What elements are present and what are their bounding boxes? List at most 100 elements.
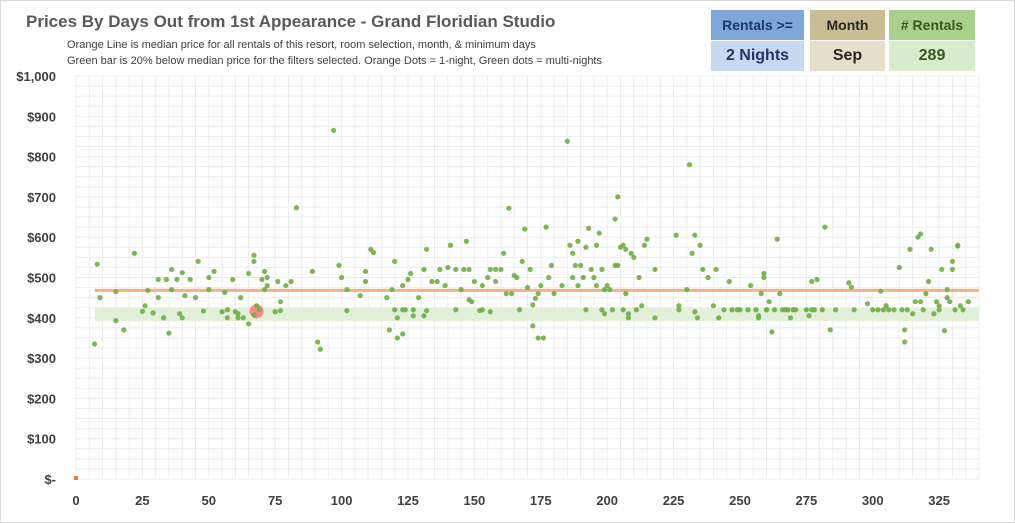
multi-night-point: [176, 311, 183, 317]
multi-night-point: [769, 329, 775, 335]
multi-night-point: [870, 307, 876, 313]
y-tick-label: $200: [27, 391, 56, 406]
multi-night-point: [803, 307, 809, 313]
multi-night-point: [623, 246, 629, 252]
multi-night-point: [902, 339, 908, 345]
multi-night-point: [516, 307, 523, 313]
multi-night-point: [139, 308, 145, 314]
chart-subtitle-line1: Orange Line is median price for all rent…: [67, 39, 536, 51]
multi-night-point: [763, 307, 770, 313]
y-tick-label: $900: [27, 109, 56, 124]
multi-night-point: [585, 225, 592, 231]
multi-night-point: [593, 282, 600, 289]
multi-night-point: [145, 287, 151, 293]
month-filter-value[interactable]: Sep: [810, 41, 885, 71]
rentals-filter-label: Rentals >=: [711, 10, 804, 40]
multi-night-point: [394, 315, 400, 321]
multi-night-point: [169, 266, 175, 273]
multi-night-point: [461, 266, 467, 273]
x-tick-label: 275: [796, 493, 818, 508]
multi-night-point: [315, 339, 321, 345]
multi-night-point: [745, 307, 751, 313]
month-filter-label: Month: [810, 10, 885, 40]
rental-count-box: # Rentals 289: [889, 10, 975, 71]
multi-night-point: [519, 258, 525, 264]
multi-night-point: [583, 244, 589, 250]
multi-night-point: [493, 266, 499, 273]
multi-night-point: [777, 291, 783, 297]
multi-night-point: [206, 274, 212, 281]
multi-night-point: [187, 276, 193, 283]
multi-night-point: [463, 238, 470, 244]
multi-night-point: [697, 242, 703, 248]
multi-night-point: [400, 331, 406, 337]
multi-night-point: [583, 307, 589, 313]
multi-night-point: [261, 268, 268, 275]
multi-night-point: [601, 286, 608, 293]
rentals-filter-value[interactable]: 2 Nights: [711, 41, 804, 71]
multi-night-point: [944, 295, 950, 301]
multi-night-point: [694, 315, 701, 321]
x-tick-label: 25: [135, 493, 149, 508]
x-tick-label: 75: [268, 493, 282, 508]
multi-night-point: [737, 307, 743, 313]
multi-night-point: [575, 238, 581, 244]
multi-night-point: [211, 268, 217, 275]
multi-night-point: [392, 307, 398, 313]
multi-night-point: [487, 309, 493, 315]
month-filter[interactable]: Month Sep: [810, 10, 885, 71]
multi-night-point: [726, 278, 732, 285]
multi-night-point: [641, 242, 647, 248]
multi-night-point: [689, 250, 695, 256]
multi-night-point: [907, 246, 913, 252]
multi-night-point: [469, 299, 475, 305]
multi-night-point: [761, 274, 767, 281]
multi-night-point: [161, 315, 167, 321]
multi-night-point: [389, 286, 395, 293]
multi-night-point: [787, 315, 794, 321]
multi-night-point: [620, 307, 626, 313]
multi-night-point: [503, 291, 509, 297]
multi-night-point: [676, 303, 682, 309]
multi-night-point: [421, 266, 427, 273]
multi-night-point: [591, 274, 597, 281]
multi-night-point: [224, 307, 230, 313]
multi-night-point: [846, 280, 852, 286]
chart-title: Prices By Days Out from 1st Appearance -…: [26, 12, 556, 31]
multi-night-point: [487, 266, 493, 273]
multi-night-point: [588, 266, 594, 273]
multi-night-point: [344, 286, 350, 293]
multi-night-point: [864, 301, 871, 307]
rentals-filter[interactable]: Rentals >= 2 Nights: [711, 10, 804, 71]
multi-night-point: [479, 282, 485, 289]
multi-night-point: [570, 274, 576, 281]
multi-night-point: [543, 224, 549, 230]
multi-night-point: [357, 293, 363, 299]
multi-night-point: [811, 307, 817, 313]
multi-night-point: [246, 270, 252, 277]
multi-night-point: [458, 286, 464, 293]
multi-night-point: [410, 307, 416, 313]
multi-night-point: [166, 330, 172, 336]
multi-night-point: [761, 270, 767, 277]
multi-night-point: [692, 309, 698, 315]
multi-night-point: [206, 286, 212, 293]
multi-night-point: [400, 282, 406, 289]
x-tick-label: 0: [72, 493, 79, 508]
multi-night-point: [601, 311, 608, 317]
multi-night-point: [755, 313, 762, 319]
multi-night-point: [514, 274, 520, 281]
x-tick-label: 300: [862, 493, 884, 508]
multi-night-point: [386, 327, 392, 333]
multi-night-point: [453, 266, 459, 273]
multi-night-point: [578, 262, 584, 269]
multi-night-point: [394, 335, 400, 341]
multi-night-point: [928, 246, 934, 252]
multi-night-point: [814, 276, 820, 283]
multi-night-point: [686, 162, 693, 168]
multi-night-point: [902, 327, 908, 333]
multi-night-point: [238, 295, 244, 301]
x-tick-label: 175: [530, 493, 552, 508]
multi-night-point: [254, 303, 260, 309]
multi-night-point: [925, 278, 932, 285]
